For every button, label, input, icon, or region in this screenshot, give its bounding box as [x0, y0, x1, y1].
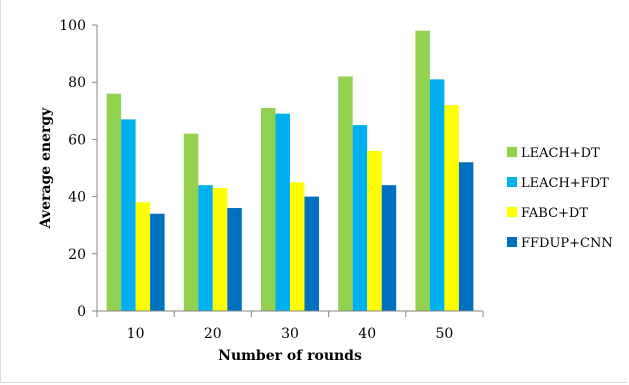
bar-ffdup-cnn-30 [304, 196, 319, 311]
bar-ffdup-cnn-20 [227, 208, 242, 311]
x-tick-label: 20 [204, 326, 222, 342]
legend-label: FFDUP+CNN [521, 236, 613, 251]
legend-label: FABC+DT [521, 206, 588, 221]
y-axis-ticks: 0 20 40 60 80 100 [59, 18, 97, 320]
x-tick-label: 40 [358, 326, 376, 342]
y-tick-label: 20 [68, 247, 86, 263]
y-tick-label: 100 [59, 18, 86, 34]
y-tick-label: 60 [68, 132, 86, 148]
bar-leach-fdt-20 [198, 185, 213, 311]
bar-fabc-dt-20 [212, 188, 228, 311]
bar-fabc-dt-40 [367, 150, 382, 311]
legend-label: LEACH+DT [521, 146, 600, 161]
y-tick-label: 80 [68, 75, 86, 91]
legend-swatch [507, 147, 517, 157]
axes [96, 25, 483, 312]
legend-swatch [507, 207, 517, 217]
bar-fabc-dt-50 [444, 105, 459, 311]
bar-ffdup-cnn-10 [150, 213, 165, 311]
y-tick-label: 0 [77, 304, 86, 320]
y-axis-title: Average energy [38, 107, 54, 230]
bar-leach-dt-40 [338, 76, 353, 311]
bar-leach-dt-30 [261, 107, 276, 311]
bar-ffdup-cnn-50 [458, 162, 474, 311]
x-tick-label: 50 [435, 326, 453, 342]
bar-leach-fdt-30 [275, 113, 290, 311]
bar-fabc-dt-10 [135, 202, 151, 311]
y-tick-label: 40 [68, 190, 86, 206]
legend-label: LEACH+FDT [521, 176, 609, 191]
bar-leach-fdt-50 [429, 79, 445, 311]
legend-swatch [507, 237, 517, 247]
bar-ffdup-cnn-40 [381, 185, 397, 311]
x-tick-label: 10 [127, 326, 145, 342]
x-axis-title: Number of rounds [218, 348, 362, 364]
x-tick-label: 30 [281, 326, 299, 342]
bar-leach-dt-50 [415, 30, 430, 311]
bar-leach-fdt-10 [121, 119, 136, 311]
bars [106, 30, 474, 311]
bar-fabc-dt-30 [290, 182, 305, 311]
bar-leach-dt-20 [183, 133, 199, 311]
legend: LEACH+DT LEACH+FDT FABC+DT FFDUP+CNN [507, 146, 613, 251]
legend-swatch [507, 177, 517, 187]
bar-leach-dt-10 [106, 93, 122, 311]
x-axis-ticks: 10 20 30 40 50 [96, 311, 484, 342]
bar-leach-fdt-40 [352, 125, 368, 311]
